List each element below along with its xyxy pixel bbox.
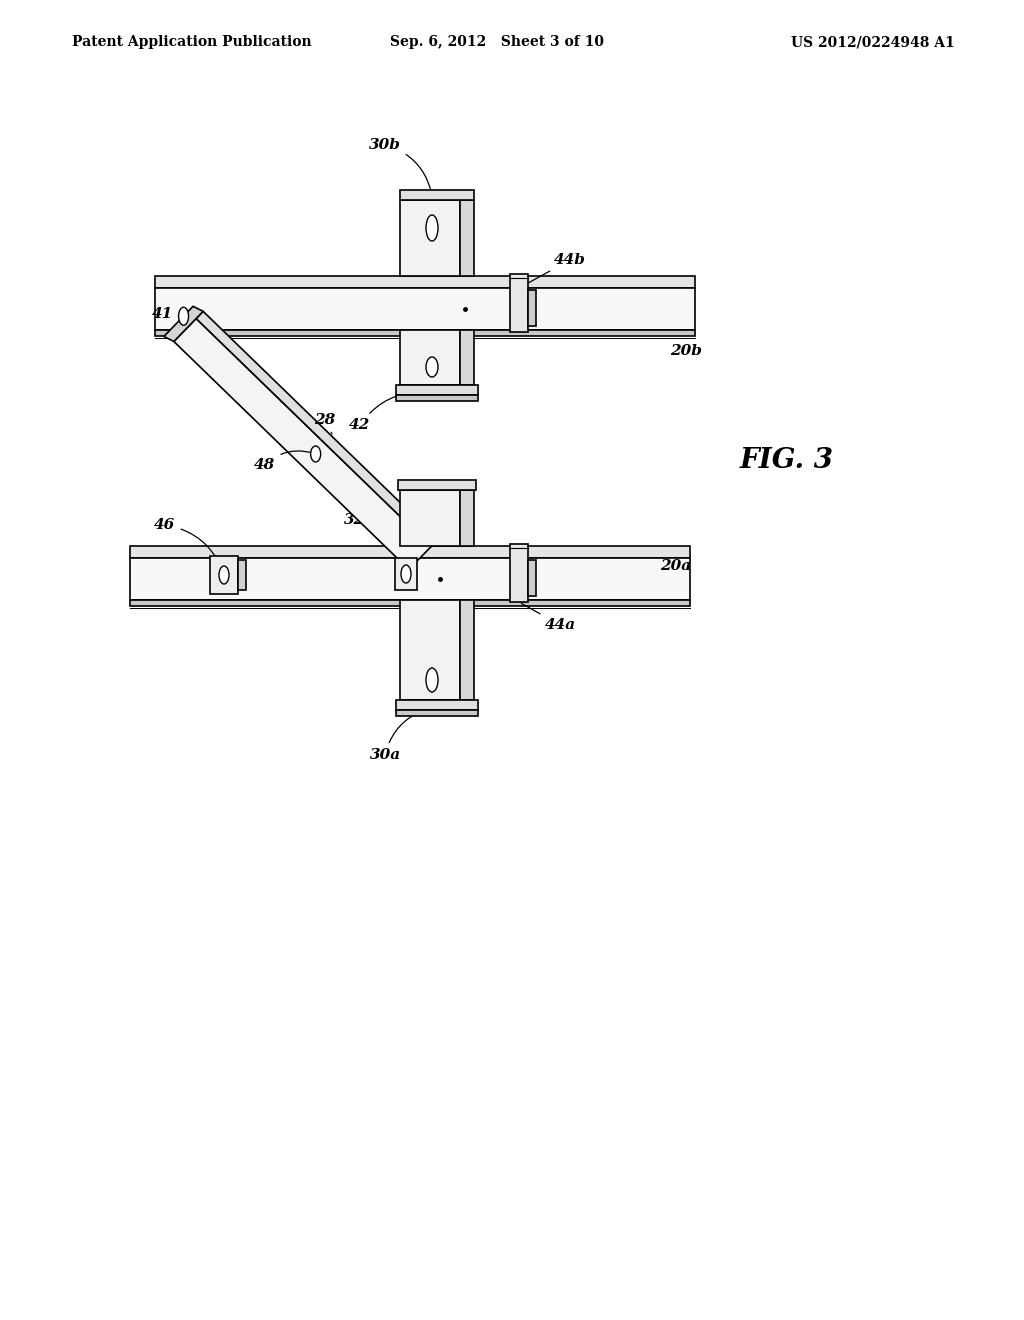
Bar [396,710,478,715]
Text: Patent Application Publication: Patent Application Publication [72,36,311,49]
Bar [398,480,476,490]
Text: Sep. 6, 2012   Sheet 3 of 10: Sep. 6, 2012 Sheet 3 of 10 [390,36,604,49]
Bar [400,601,460,700]
Text: 20b: 20b [670,345,701,358]
Bar [400,190,474,201]
Text: 20a: 20a [660,558,691,573]
Bar [210,556,238,594]
Ellipse shape [219,566,229,583]
Bar [528,560,536,597]
Text: US 2012/0224948 A1: US 2012/0224948 A1 [792,36,955,49]
Bar [395,558,417,590]
Bar [460,330,474,385]
Bar [130,546,690,558]
Bar [400,330,460,385]
Bar [396,385,478,395]
Text: 48: 48 [254,451,313,473]
Text: 41: 41 [152,308,173,321]
Text: 46: 46 [155,517,223,573]
Bar [155,276,695,288]
Bar [238,560,246,590]
Polygon shape [164,306,203,342]
Bar [155,330,695,337]
Bar [396,395,478,401]
Polygon shape [197,312,438,546]
Text: 44a: 44a [521,603,575,632]
Text: 44b: 44b [521,253,586,286]
Ellipse shape [426,668,438,692]
Bar [460,601,474,700]
Bar [396,700,478,710]
Bar [130,601,690,606]
Polygon shape [174,318,431,569]
Bar [400,490,460,546]
Bar [460,201,474,276]
Text: 30a: 30a [370,709,429,762]
Ellipse shape [401,565,411,583]
Text: 32: 32 [344,513,406,572]
Bar [130,558,690,601]
Bar [460,490,474,546]
Bar [528,290,536,326]
Ellipse shape [426,215,438,242]
Bar [510,544,528,602]
Bar [155,288,695,330]
Ellipse shape [310,446,321,462]
Ellipse shape [426,356,438,378]
Bar [400,201,460,276]
Text: 42: 42 [349,392,429,432]
Text: 28: 28 [314,413,336,434]
Text: 30b: 30b [369,139,431,193]
Text: FIG. 3: FIG. 3 [740,446,834,474]
Ellipse shape [178,308,188,325]
Bar [510,275,528,333]
